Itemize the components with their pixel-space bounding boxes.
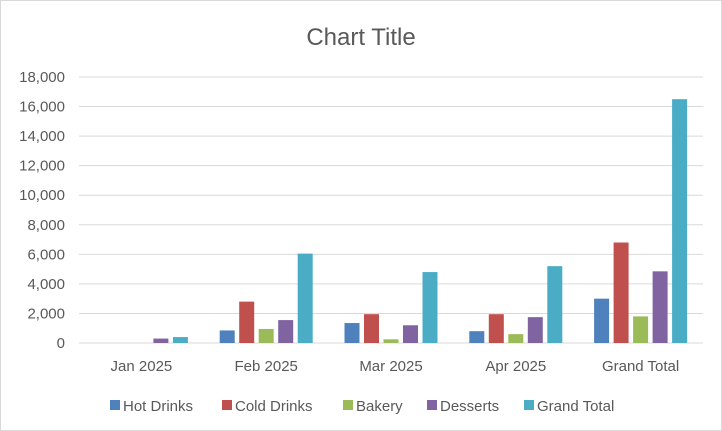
y-tick-label: 14,000: [19, 128, 65, 145]
bar: [547, 266, 563, 343]
x-tick-label: Feb 2025: [235, 358, 298, 375]
legend-entry: Desserts: [440, 398, 499, 415]
y-tick-label: 12,000: [19, 158, 65, 175]
bar: [364, 314, 379, 343]
y-tick-label: 2,000: [27, 305, 65, 322]
y-tick-label: 18,000: [19, 69, 65, 86]
chart-title: Chart Title: [306, 24, 415, 51]
bar: [278, 320, 294, 343]
bars: [153, 99, 688, 344]
legend-entry: Cold Drinks: [235, 398, 313, 415]
y-tick-label: 0: [57, 335, 65, 352]
bar: [344, 323, 360, 343]
x-tick-label: Mar 2025: [359, 358, 422, 375]
y-tick-label: 8,000: [27, 217, 65, 234]
legend-entry: Grand Total: [537, 398, 614, 415]
legend-swatch: [343, 400, 353, 410]
y-tick-label: 16,000: [19, 99, 65, 116]
y-tick-label: 10,000: [19, 187, 65, 204]
y-axis-tick-labels: 0 2,000 4,000 6,000 8,000 10,000 12,000 14,000 1…: [19, 69, 65, 352]
legend-swatch: [524, 400, 534, 410]
legend: Hot Drinks Cold Drinks Bakery Desserts Grand…: [110, 398, 614, 415]
bar: [297, 253, 313, 343]
bar: [219, 330, 235, 343]
legend-swatch: [110, 400, 120, 410]
bar: [258, 328, 274, 343]
bar: [672, 99, 688, 344]
x-tick-label: Grand Total: [602, 358, 679, 375]
y-tick-label: 4,000: [27, 276, 65, 293]
bar: [633, 316, 649, 343]
bar: [383, 339, 399, 343]
legend-entry: Hot Drinks: [123, 398, 193, 415]
bar: [488, 314, 504, 343]
x-tick-label: Jan 2025: [111, 358, 173, 375]
bar: [594, 298, 610, 343]
bar: [613, 242, 629, 343]
bar: [422, 272, 438, 343]
bar: [469, 331, 485, 343]
legend-swatch: [222, 400, 232, 410]
y-tick-label: 6,000: [27, 246, 65, 263]
gridlines: [79, 76, 703, 344]
bar: [239, 301, 255, 343]
x-axis-tick-labels: Jan 2025 Feb 2025 Mar 2025 Apr 2025 Grand To…: [111, 358, 680, 375]
bar: [403, 325, 418, 343]
bar: [153, 338, 169, 343]
x-tick-label: Apr 2025: [485, 358, 546, 375]
legend-swatch: [427, 400, 437, 410]
bar: [508, 334, 524, 343]
bar: [172, 337, 188, 343]
bar: [652, 271, 668, 343]
legend-entry: Bakery: [356, 398, 403, 415]
bar: [527, 317, 543, 343]
